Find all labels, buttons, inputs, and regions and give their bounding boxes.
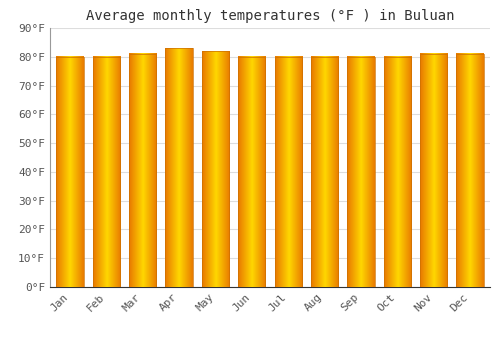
Bar	[274, 57, 302, 287]
Bar	[56, 57, 84, 287]
Bar	[311, 57, 338, 287]
Bar	[348, 57, 374, 287]
Bar	[420, 54, 448, 287]
Bar	[202, 51, 229, 287]
Bar	[92, 57, 120, 287]
Bar	[384, 57, 411, 287]
Title: Average monthly temperatures (°F ) in Buluan: Average monthly temperatures (°F ) in Bu…	[86, 9, 454, 23]
Bar	[129, 54, 156, 287]
Bar	[166, 48, 192, 287]
Bar	[456, 54, 483, 287]
Bar	[238, 57, 266, 287]
